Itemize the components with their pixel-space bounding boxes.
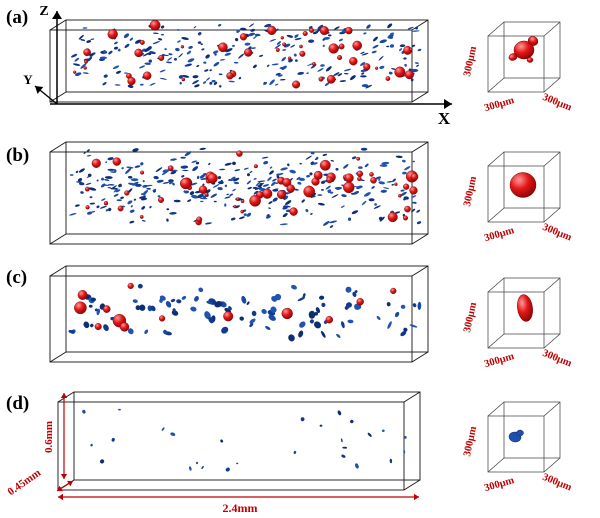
cube-dim-bottom-right: 300μm — [541, 348, 574, 370]
cube-dim-left: 300μm — [462, 45, 479, 77]
row-a: Z Y X 300μm 300μm 300μm (a) — [0, 0, 600, 130]
sample-volume-a: Z Y X — [23, 4, 452, 128]
axis-label-x: X — [438, 109, 451, 128]
axis-label-y: Y — [23, 72, 33, 87]
pore-cube-d: 300μm 300μm 300μm — [462, 401, 574, 494]
cube-dim-left: 300μm — [462, 175, 479, 207]
cube-dim-bottom-left: 300μm — [483, 225, 516, 244]
width-dimension-label: 2.4mm — [223, 501, 258, 515]
panel-label-d: (d) — [6, 393, 30, 414]
height-dimension-label: 0.6mm — [43, 421, 55, 453]
cube-dim-left: 300μm — [462, 301, 479, 333]
cube-dim-bottom-left: 300μm — [483, 351, 516, 370]
cube-dim-bottom-left: 300μm — [483, 475, 516, 494]
cube-dim-bottom-right: 300μm — [541, 92, 574, 114]
depth-dimension-label: 0.45mm — [5, 467, 43, 498]
panel-label-c: (c) — [6, 267, 28, 288]
row-b: 300μm 300μm 300μm (b) — [0, 130, 600, 256]
pore-cube-c: 300μm 300μm 300μm — [462, 277, 574, 370]
row-c: 300μm 300μm 300μm (c) — [0, 256, 600, 380]
pore-cube-a: 300μm 300μm 300μm — [462, 21, 574, 114]
cube-dim-left: 300μm — [462, 425, 479, 457]
cube-dim-bottom-right: 300μm — [541, 472, 574, 494]
axis-label-z: Z — [39, 4, 48, 19]
sample-volume-d: 0.6mm 0.45mm 2.4mm — [5, 391, 421, 515]
panel-label-a: (a) — [6, 7, 29, 28]
pore-cube-b: 300μm 300μm 300μm — [462, 151, 574, 244]
sample-volume-c — [49, 265, 429, 363]
cube-dim-bottom-right: 300μm — [541, 222, 574, 244]
panel-label-b: (b) — [6, 145, 30, 166]
row-d: 0.6mm 0.45mm 2.4mm 300μm 300μm 300μm (d) — [0, 380, 600, 518]
sample-volume-b — [49, 141, 429, 245]
cube-dim-bottom-left: 300μm — [483, 95, 516, 114]
